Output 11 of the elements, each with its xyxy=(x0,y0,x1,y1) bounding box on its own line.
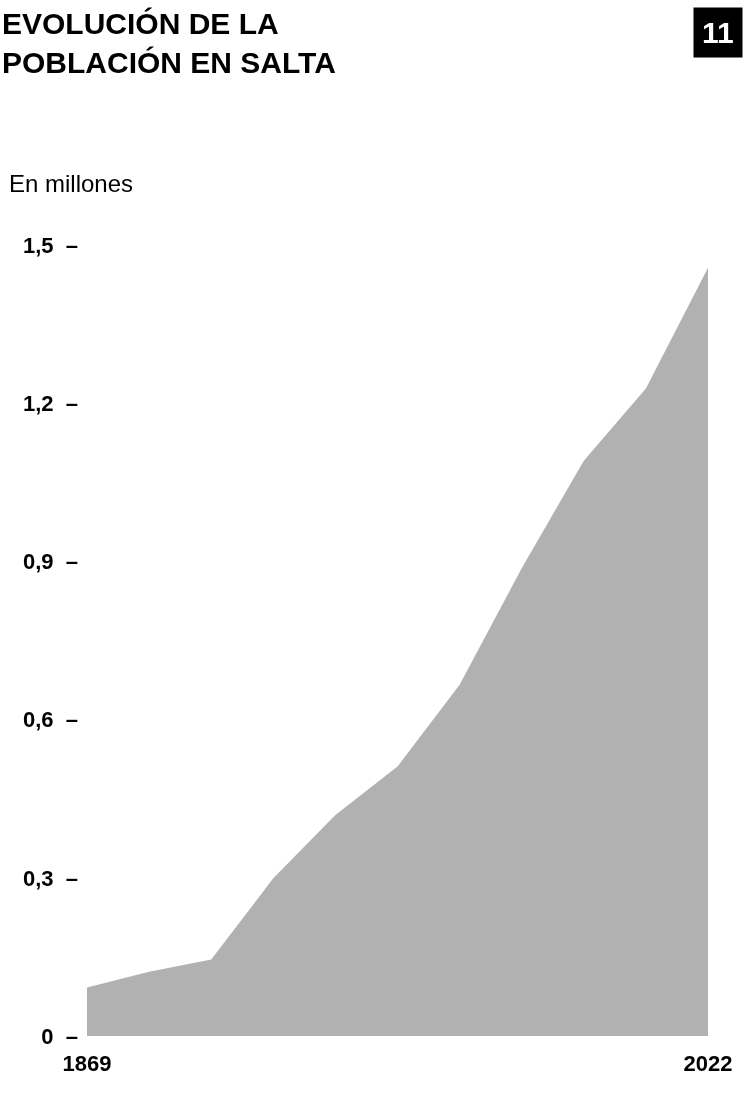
chart-title: EVOLUCIÓN DE LA POBLACIÓN EN SALTA xyxy=(2,7,336,79)
x-tick-label: 1869 xyxy=(62,1051,112,1076)
y-tick-label: 0,3 – xyxy=(22,865,78,891)
y-tick-label: 0,6 – xyxy=(22,707,78,733)
y-tick-label: 0,9 – xyxy=(22,549,78,575)
y-tick-label: 1,5 – xyxy=(22,232,78,258)
text: 11 xyxy=(702,16,734,49)
y-axis-title: En millones xyxy=(9,170,134,197)
y-tick-label: 0 – xyxy=(41,1023,78,1049)
x-tick-label: 2022 xyxy=(683,1051,733,1076)
y-tick-label: 1,2 – xyxy=(22,390,78,416)
